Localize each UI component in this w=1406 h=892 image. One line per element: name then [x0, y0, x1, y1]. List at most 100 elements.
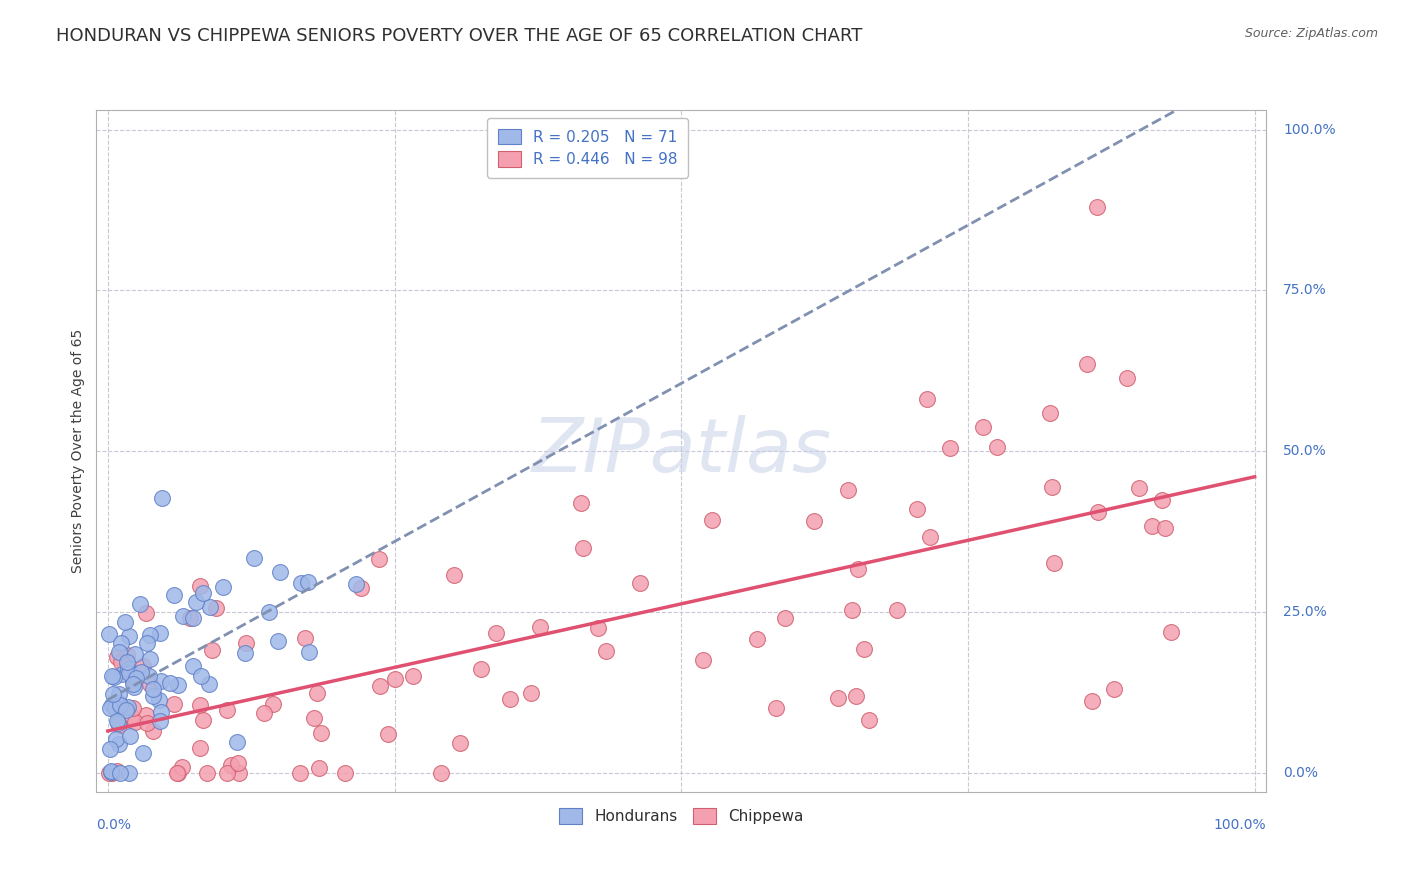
Point — [104, 701, 127, 715]
Point — [986, 440, 1008, 454]
Point — [110, 655, 132, 669]
Point — [108, 687, 131, 701]
Point — [1085, 200, 1108, 214]
Point — [166, 765, 188, 780]
Point — [529, 620, 551, 634]
Point — [586, 621, 609, 635]
Point — [98, 765, 121, 780]
Point — [163, 588, 186, 602]
Point — [267, 634, 290, 648]
Point — [569, 496, 592, 510]
Point — [1142, 518, 1164, 533]
Point — [172, 760, 194, 774]
Point — [845, 689, 868, 703]
Point — [384, 673, 406, 687]
Point — [1040, 480, 1063, 494]
Point — [837, 483, 859, 497]
Point — [1039, 406, 1062, 420]
Point — [98, 627, 121, 641]
Point — [1104, 682, 1126, 697]
Point — [129, 597, 152, 611]
Point — [135, 708, 157, 723]
Point — [217, 703, 239, 717]
Text: 50.0%: 50.0% — [1284, 444, 1327, 458]
Text: 0.0%: 0.0% — [1284, 765, 1319, 780]
Point — [226, 734, 249, 748]
Point — [132, 746, 155, 760]
Point — [350, 581, 373, 595]
Point — [181, 611, 204, 625]
Point — [972, 419, 994, 434]
Point — [1087, 505, 1109, 519]
Point — [852, 641, 875, 656]
Point — [191, 713, 214, 727]
Point — [105, 714, 128, 728]
Point — [136, 715, 159, 730]
Point — [226, 756, 249, 770]
Point — [172, 608, 194, 623]
Point — [118, 765, 141, 780]
Point — [201, 643, 224, 657]
Point — [204, 601, 226, 615]
Point — [188, 741, 211, 756]
Point — [149, 626, 172, 640]
Point — [235, 636, 257, 650]
Point — [107, 716, 129, 731]
Point — [846, 562, 869, 576]
Point — [100, 764, 122, 779]
Point — [377, 726, 399, 740]
Point — [148, 693, 170, 707]
Point — [257, 605, 280, 619]
Point — [1128, 481, 1150, 495]
Point — [305, 686, 328, 700]
Point — [124, 715, 146, 730]
Point — [115, 656, 138, 670]
Point — [1116, 370, 1139, 384]
Text: 100.0%: 100.0% — [1213, 818, 1267, 831]
Point — [773, 610, 796, 624]
Point — [191, 586, 214, 600]
Point — [118, 665, 141, 680]
Point — [498, 692, 520, 706]
Point — [117, 662, 139, 676]
Point — [150, 491, 173, 505]
Point — [368, 679, 391, 693]
Point — [101, 669, 124, 683]
Point — [702, 513, 724, 527]
Point — [333, 765, 356, 780]
Text: Source: ZipAtlas.com: Source: ZipAtlas.com — [1244, 27, 1378, 40]
Point — [858, 713, 880, 727]
Point — [886, 603, 908, 617]
Text: 25.0%: 25.0% — [1284, 605, 1327, 619]
Point — [368, 552, 391, 566]
Point — [269, 566, 291, 580]
Point — [1043, 556, 1066, 570]
Point — [485, 626, 508, 640]
Point — [98, 701, 121, 715]
Point — [297, 575, 319, 590]
Point — [139, 652, 162, 666]
Point — [765, 701, 787, 715]
Point — [107, 695, 129, 709]
Text: 100.0%: 100.0% — [1284, 123, 1336, 136]
Point — [253, 706, 276, 720]
Point — [443, 568, 465, 582]
Y-axis label: Seniors Poverty Over the Age of 65: Seniors Poverty Over the Age of 65 — [72, 329, 86, 574]
Point — [228, 765, 250, 780]
Point — [149, 673, 172, 688]
Text: HONDURAN VS CHIPPEWA SENIORS POVERTY OVER THE AGE OF 65 CORRELATION CHART: HONDURAN VS CHIPPEWA SENIORS POVERTY OVE… — [56, 27, 863, 45]
Point — [122, 680, 145, 694]
Point — [595, 644, 617, 658]
Point — [1153, 521, 1175, 535]
Point — [179, 611, 201, 625]
Point — [101, 687, 124, 701]
Point — [628, 576, 651, 591]
Point — [430, 765, 453, 780]
Point — [114, 663, 136, 677]
Point — [572, 541, 595, 556]
Point — [103, 670, 125, 684]
Point — [184, 595, 207, 609]
Point — [920, 530, 942, 544]
Point — [135, 606, 157, 620]
Point — [298, 645, 321, 659]
